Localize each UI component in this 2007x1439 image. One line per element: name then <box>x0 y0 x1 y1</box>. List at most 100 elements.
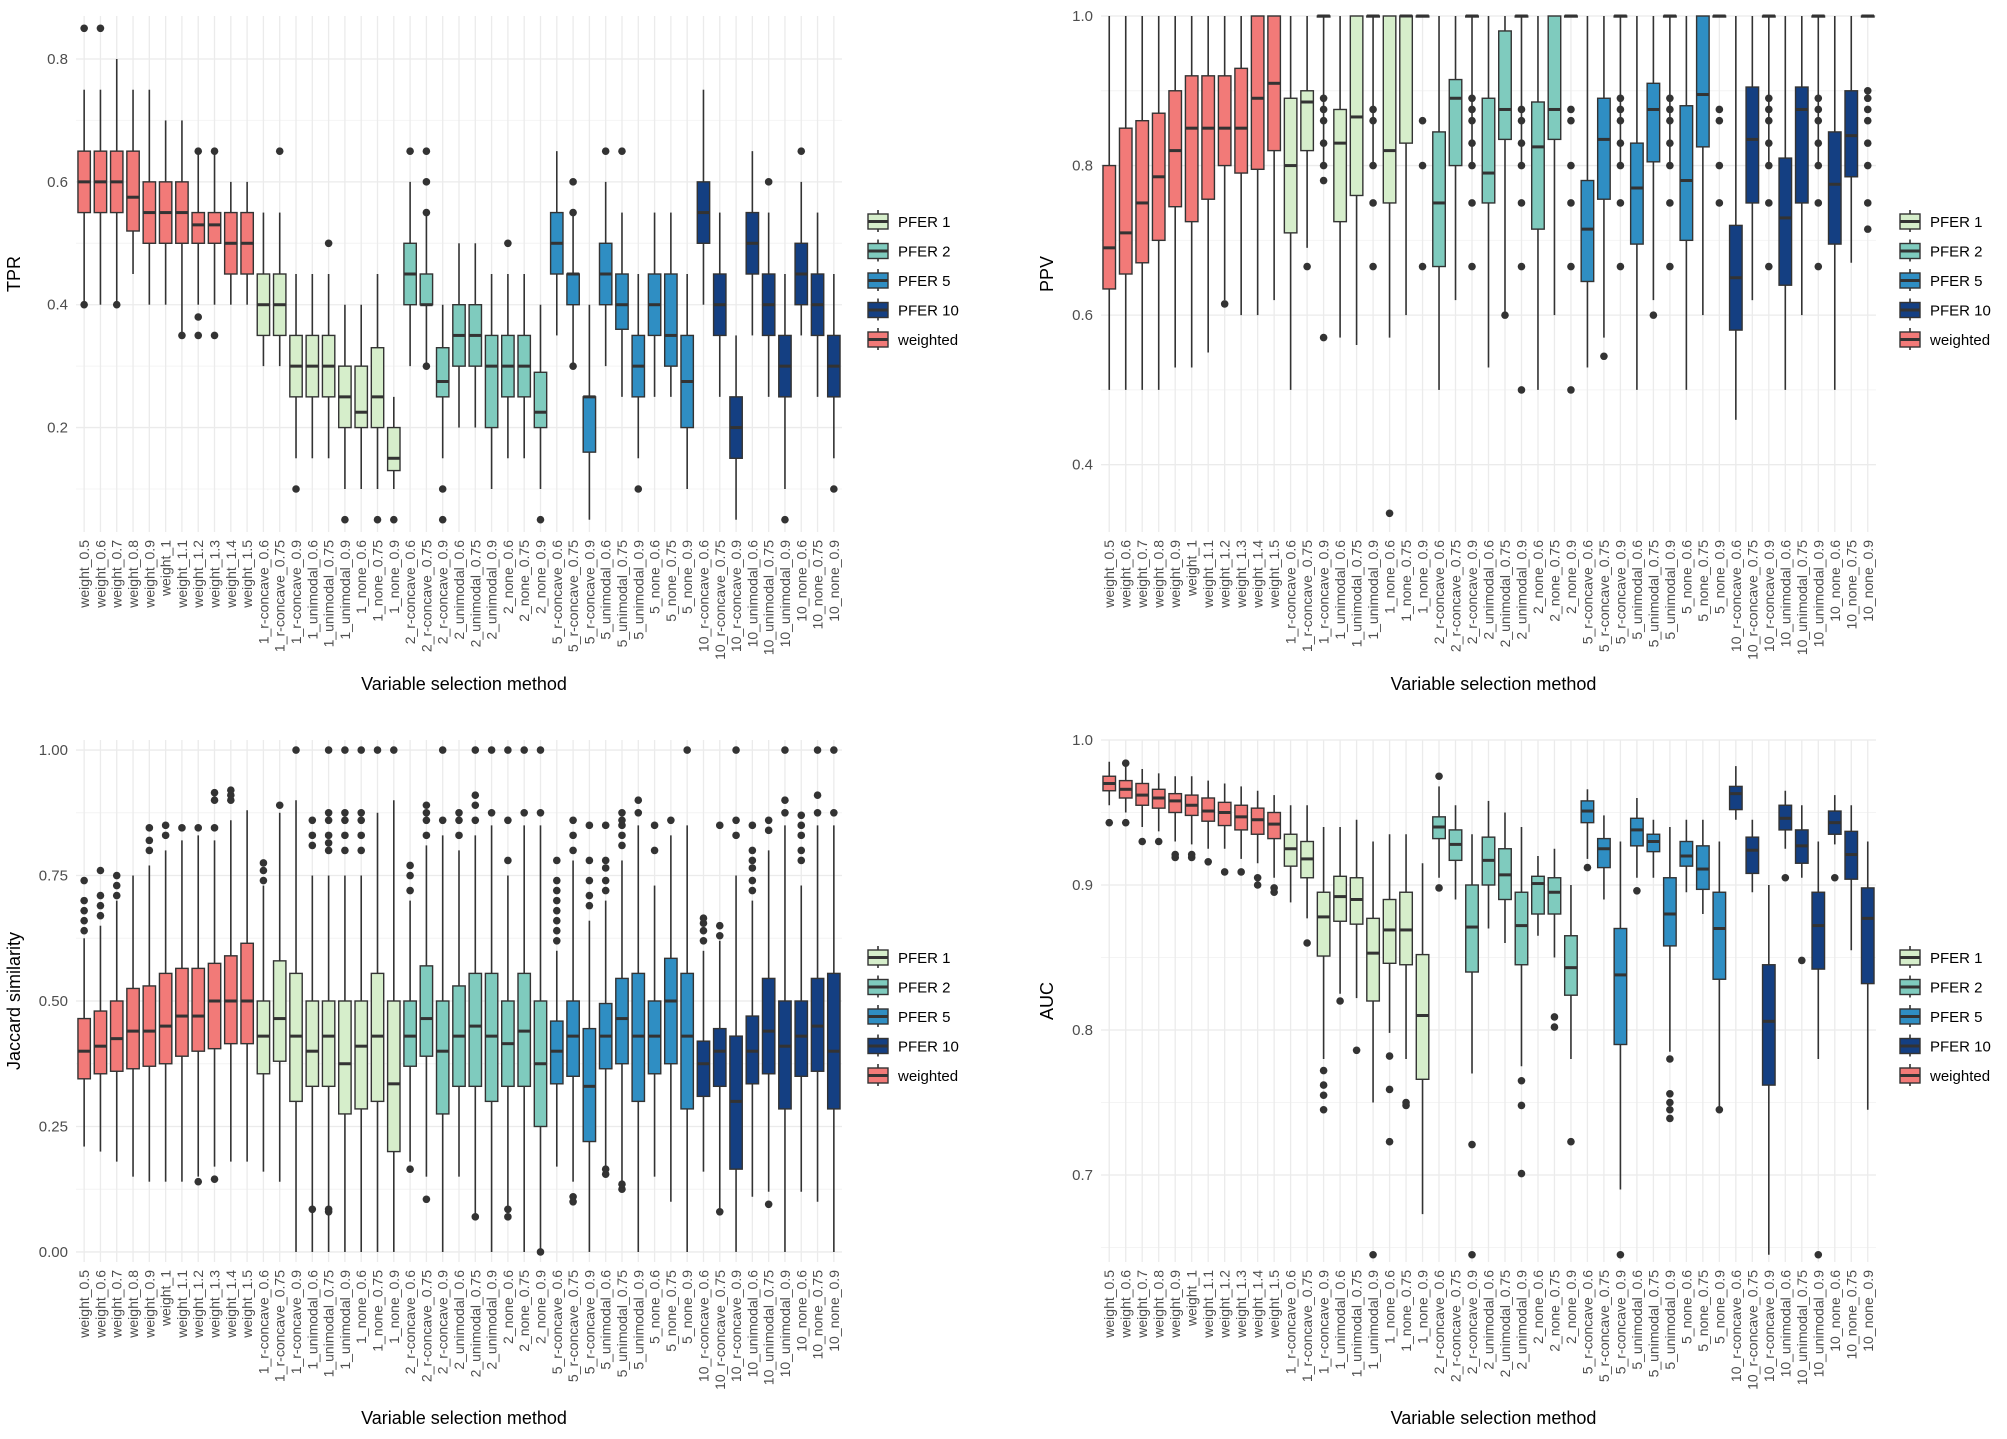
outlier-point <box>1253 881 1262 889</box>
outlier-point <box>699 926 708 935</box>
box-2_unimodal_0.6 <box>452 808 466 1177</box>
x-tick-label: 1_none_0.6 <box>353 1270 369 1344</box>
iqr-box <box>1695 15 1710 148</box>
iqr-box <box>778 1000 792 1110</box>
x-tick-label: 1_unimodal_0.9 <box>1365 540 1381 640</box>
outlier-point <box>1666 1105 1674 1114</box>
outlier-point <box>650 821 659 830</box>
legend-item: weighted <box>867 1064 958 1086</box>
legend-item: PFER 1 <box>867 946 951 968</box>
box-10_unimodal_0.9 <box>778 274 792 524</box>
outlier-point <box>275 147 284 155</box>
x-tick-label: 10_none_0.9 <box>1860 1270 1876 1352</box>
outlier-point <box>797 846 806 855</box>
x-tick-label: 10_unimodal_0.75 <box>761 1270 777 1385</box>
outlier-point <box>1765 94 1773 103</box>
iqr-box <box>354 1000 369 1110</box>
outlier-point <box>1468 1140 1476 1149</box>
box-1_none_0.75 <box>370 274 385 524</box>
y-tick-label: 0.9 <box>1072 877 1093 894</box>
outlier-point <box>504 1205 512 1214</box>
iqr-box <box>663 273 678 367</box>
outlier-point <box>422 362 431 370</box>
outlier-point <box>210 796 219 805</box>
x-tick-label: 10_none_0.75 <box>810 540 826 630</box>
x-tick-label: 1_r-concave_0.9 <box>288 540 304 645</box>
outlier-point <box>308 831 317 840</box>
outlier-point <box>1567 199 1575 207</box>
outlier-point <box>259 859 268 867</box>
iqr-box <box>386 426 401 472</box>
box-2_r-concave_0.75 <box>419 801 434 1204</box>
x-tick-label: 2_unimodal_0.9 <box>484 540 500 640</box>
x-tick-label: 1_none_0.75 <box>370 1270 386 1352</box>
outlier-point <box>1468 1250 1476 1259</box>
outlier-point <box>210 331 219 340</box>
box-5_unimodal_0.6 <box>1629 16 1644 390</box>
outlier-point <box>194 824 203 832</box>
outlier-point <box>764 826 773 835</box>
outlier-point <box>1418 262 1427 271</box>
outlier-point <box>699 914 708 922</box>
x-tick-label: 2_none_0.9 <box>532 540 548 614</box>
box-5_r-concave_0.9 <box>1613 841 1628 1259</box>
outlier-point <box>1468 116 1476 125</box>
x-tick-label: 2_none_0.9 <box>1563 540 1579 614</box>
y-tick-label: 0.6 <box>47 174 68 191</box>
x-tick-label: weight_0.5 <box>76 1270 92 1339</box>
box-weight_1.5 <box>1267 15 1282 301</box>
iqr-box <box>680 972 695 1110</box>
box-5_r-concave_0.6 <box>549 151 564 336</box>
iqr-box <box>1135 119 1150 264</box>
x-tick-label: weight_0.9 <box>1167 1270 1183 1339</box>
x-tick-label: 10_r-concave_0.9 <box>1761 1270 1777 1382</box>
x-tick-label: 10_none_0.75 <box>1843 1270 1859 1360</box>
outlier-point <box>1814 105 1823 114</box>
iqr-box <box>1580 179 1595 283</box>
x-tick-label: 1_r-concave_0.6 <box>1283 540 1299 645</box>
outlier-point <box>504 746 512 754</box>
x-tick-label: 5_r-concave_0.6 <box>549 540 565 645</box>
outlier-point <box>259 866 268 875</box>
x-tick-label: weight_0.5 <box>76 540 92 609</box>
y-axis-title: TPR <box>4 256 24 292</box>
x-tick-label: 1_r-concave_0.9 <box>288 1270 304 1375</box>
x-tick-label: 2_r-concave_0.75 <box>418 540 434 652</box>
box-10_none_0.6 <box>1827 795 1842 882</box>
outlier-point <box>96 866 105 875</box>
x-tick-label: 10_r-concave_0.6 <box>695 1270 711 1382</box>
outlier-point <box>748 846 757 855</box>
iqr-box <box>1596 97 1611 200</box>
outlier-point <box>601 147 610 155</box>
iqr-box <box>1745 836 1760 875</box>
x-tick-label: 5_unimodal_0.9 <box>1662 1270 1678 1370</box>
x-tick-label: 5_r-concave_0.75 <box>565 1270 581 1382</box>
iqr-box <box>272 960 287 1062</box>
box-5_unimodal_0.6 <box>1629 798 1644 895</box>
outlier-point <box>715 921 724 930</box>
outlier-point <box>732 816 740 825</box>
outlier-point <box>715 1208 724 1216</box>
box-10_r-concave_0.75 <box>1745 819 1760 893</box>
outlier-point <box>813 808 822 817</box>
box-2_unimodal_0.75 <box>468 746 483 1221</box>
box-10_none_0.6 <box>794 147 809 336</box>
outlier-point <box>1270 884 1278 892</box>
box-2_none_0.6 <box>501 239 515 459</box>
x-tick-label: 5_unimodal_0.75 <box>1645 1270 1661 1378</box>
iqr-box <box>1563 935 1578 996</box>
outlier-point <box>145 846 154 855</box>
iqr-box <box>109 1000 124 1072</box>
outlier-point <box>1567 161 1575 170</box>
iqr-box <box>1778 157 1793 286</box>
iqr-box <box>1811 891 1826 970</box>
x-tick-label: weight_1.5 <box>239 540 255 609</box>
outlier-point <box>324 846 333 855</box>
legend-label: PFER 1 <box>898 950 951 967</box>
outlier-point <box>422 178 431 186</box>
outlier-point <box>601 1165 610 1173</box>
x-tick-label: weight_1.1 <box>174 1270 190 1339</box>
outlier-point <box>1550 1023 1559 1031</box>
outlier-point <box>504 816 512 825</box>
box-10_r-concave_0.9 <box>1761 14 1776 271</box>
